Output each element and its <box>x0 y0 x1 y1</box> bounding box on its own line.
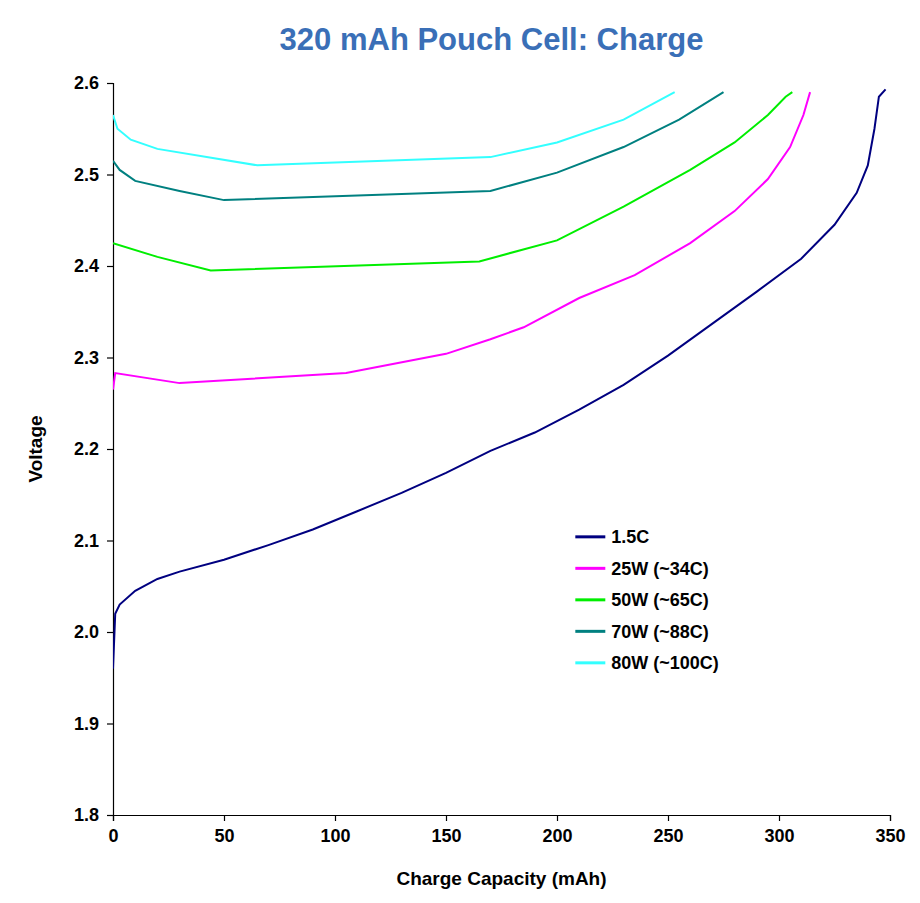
x-tick: 250 <box>653 815 683 846</box>
y-tick-mark <box>107 540 113 541</box>
x-tick: 300 <box>764 815 794 846</box>
y-tick-mark <box>107 266 113 267</box>
y-axis-line <box>107 84 114 816</box>
series-line <box>113 92 810 389</box>
legend-item: 70W (~88C) <box>575 622 709 642</box>
legend-swatch <box>575 661 605 664</box>
legend-item: 50W (~65C) <box>575 590 709 610</box>
y-tick-label: 2.3 <box>74 348 99 368</box>
legend-swatch <box>575 630 605 633</box>
y-tick-label: 2.5 <box>74 165 99 185</box>
legend-item: 25W (~34C) <box>575 559 709 579</box>
x-tick-mark <box>446 815 447 821</box>
x-tick-label: 150 <box>431 826 461 846</box>
y-tick-mark <box>107 357 113 358</box>
x-axis-title: Charge Capacity (mAh) <box>396 868 606 889</box>
y-tick: 2.6 <box>74 73 113 93</box>
y-tick-label: 2.1 <box>74 531 99 551</box>
chart: 320 mAh Pouch Cell: Charge 0 50 100 150 200 25… <box>0 0 920 903</box>
legend-label: 70W (~88C) <box>611 622 709 642</box>
y-tick: 2.4 <box>74 256 113 276</box>
y-tick-label: 2.2 <box>74 439 99 459</box>
y-tick-label: 1.9 <box>74 714 99 734</box>
y-tick-mark <box>107 174 113 175</box>
x-tick: 350 <box>875 815 905 846</box>
x-tick-label: 300 <box>764 826 794 846</box>
legend-label: 50W (~65C) <box>611 590 709 610</box>
legend-item: 1.5C <box>575 527 649 547</box>
x-tick: 50 <box>214 815 234 846</box>
x-tick-mark <box>557 815 558 821</box>
legend-label: 25W (~34C) <box>611 559 709 579</box>
y-tick-mark <box>107 449 113 450</box>
y-tick: 2.3 <box>74 348 113 368</box>
legend-swatch <box>575 567 605 570</box>
x-tick-label: 250 <box>653 826 683 846</box>
title: 320 mAh Pouch Cell: Charge <box>280 22 704 57</box>
y-tick-mark <box>107 83 113 84</box>
series-line <box>113 89 886 668</box>
lines <box>113 89 886 668</box>
x-tick-label: 100 <box>320 826 350 846</box>
x-tick-label: 0 <box>108 826 118 846</box>
x-tick-label: 50 <box>214 826 234 846</box>
x-tick-mark <box>890 815 891 821</box>
y-axis: 1.8 1.9 2.0 2.1 2.2 2.3 2.4 2.5 2.6 <box>74 73 114 825</box>
legend-swatch <box>575 535 605 538</box>
y-tick-label: 1.8 <box>74 805 99 825</box>
y-tick-mark <box>107 723 113 724</box>
y-tick: 2.2 <box>74 439 113 459</box>
y-tick: 1.8 <box>74 805 113 825</box>
x-axis: 0 50 100 150 200 250 300 350 <box>108 815 905 846</box>
x-tick: 150 <box>431 815 461 846</box>
x-tick-label: 200 <box>542 826 572 846</box>
y-tick: 2.0 <box>74 622 113 642</box>
x-tick-mark <box>779 815 780 821</box>
y-tick-label: 2.4 <box>74 256 99 276</box>
legend-swatch <box>575 598 605 601</box>
series-line <box>113 92 675 165</box>
x-tick: 0 <box>108 815 118 846</box>
y-tick-label: 2.0 <box>74 622 99 642</box>
y-axis-title: Voltage <box>25 415 46 482</box>
plot: 0 50 100 150 200 250 300 350 1.8 1.9 2.0 2.1 2.2 2.3 2… <box>74 73 906 846</box>
x-tick: 200 <box>542 815 572 846</box>
y-tick: 1.9 <box>74 714 113 734</box>
legend-label: 1.5C <box>611 527 649 547</box>
x-tick: 100 <box>320 815 350 846</box>
y-tick-label: 2.6 <box>74 73 99 93</box>
legend-label: 80W (~100C) <box>611 653 719 673</box>
y-tick: 2.1 <box>74 531 113 551</box>
x-tick-mark <box>224 815 225 821</box>
y-tick: 2.5 <box>74 165 113 185</box>
y-tick-mark <box>107 632 113 633</box>
legend: 1.5C 25W (~34C) 50W (~65C) 70W (~88C) 80W (~… <box>575 527 719 673</box>
x-tick-mark <box>668 815 669 821</box>
x-axis-line <box>114 816 891 822</box>
y-tick-mark <box>107 815 113 816</box>
series-line <box>113 92 724 200</box>
series-line <box>113 92 792 270</box>
legend-item: 80W (~100C) <box>575 653 719 673</box>
x-tick-label: 350 <box>875 826 905 846</box>
x-tick-mark <box>335 815 336 821</box>
